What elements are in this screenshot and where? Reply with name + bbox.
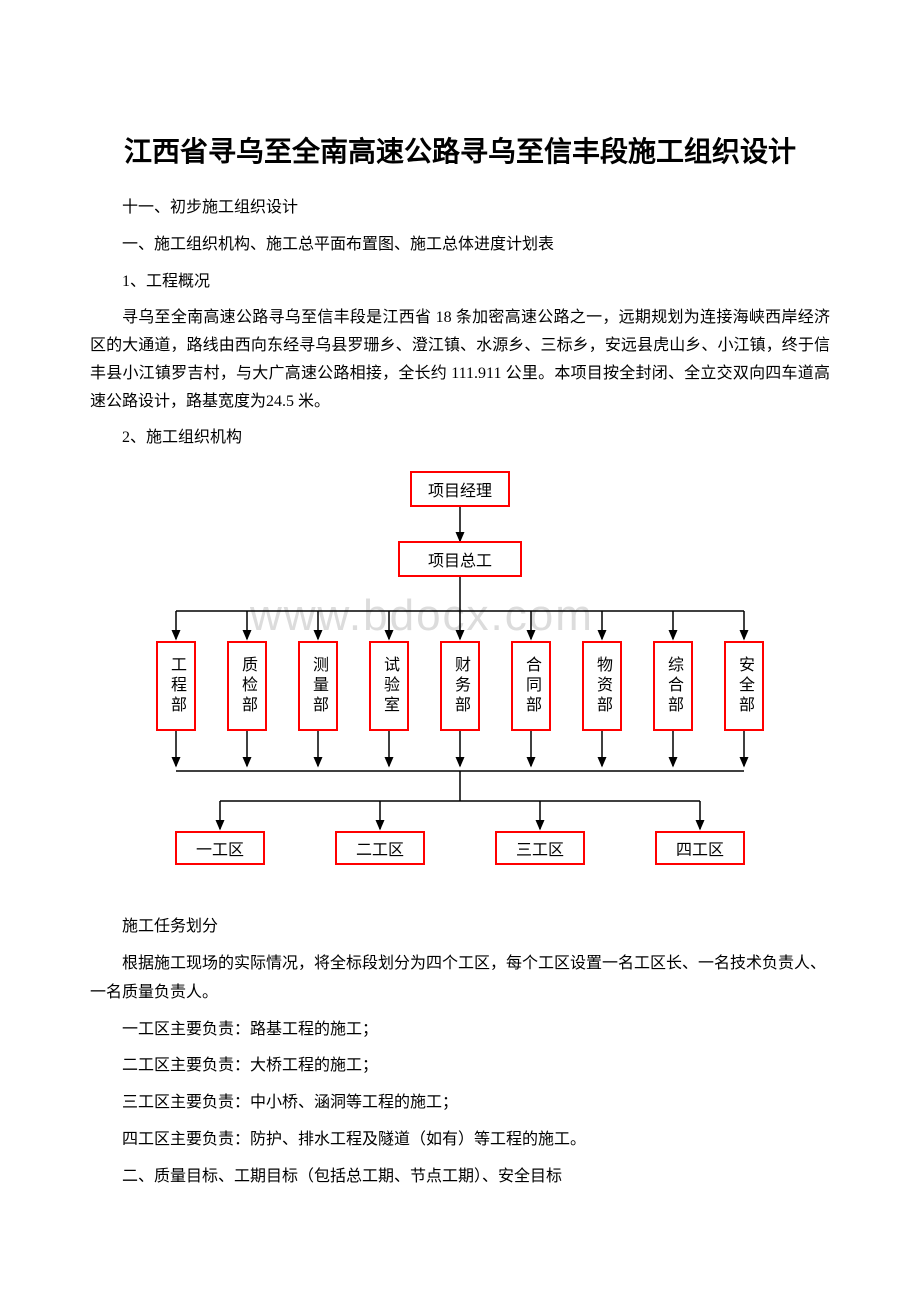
node-dept-7: 综合部 [653,641,693,731]
heading-11: 十一、初步施工组织设计 [90,194,830,223]
node-zone-3: 四工区 [655,831,745,865]
section-2: 2、施工组织机构 [90,424,830,453]
heading-2: 二、质量目标、工期目标（包括总工期、节点工期）、安全目标 [90,1163,830,1192]
zone-3-duty: 三工区主要负责：中小桥、涵洞等工程的施工； [90,1089,830,1118]
node-zone-0: 一工区 [175,831,265,865]
node-dept-3: 试验室 [369,641,409,731]
node-dept-5: 合同部 [511,641,551,731]
node-dept-4: 财务部 [440,641,480,731]
overview-paragraph: 寻乌至全南高速公路寻乌至信丰段是江西省 18 条加密高速公路之一，远期规划为连接… [90,304,830,416]
zone-1-duty: 一工区主要负责：路基工程的施工； [90,1016,830,1045]
org-chart: www.bdocx.com [150,471,770,891]
node-pm: 项目经理 [410,471,510,507]
node-dept-2: 测量部 [298,641,338,731]
node-dept-8: 安全部 [724,641,764,731]
doc-title: 江西省寻乌至全南高速公路寻乌至信丰段施工组织设计 [90,130,830,170]
section-1: 1、工程概况 [90,268,830,297]
task-division-body: 根据施工现场的实际情况，将全标段划分为四个工区，每个工区设置一名工区长、一名技术… [90,950,830,1008]
node-dept-6: 物资部 [582,641,622,731]
task-division-title: 施工任务划分 [90,913,830,942]
zone-2-duty: 二工区主要负责：大桥工程的施工； [90,1052,830,1081]
node-zone-2: 三工区 [495,831,585,865]
node-chief: 项目总工 [398,541,522,577]
heading-1: 一、施工组织机构、施工总平面布置图、施工总体进度计划表 [90,231,830,260]
node-zone-1: 二工区 [335,831,425,865]
node-dept-1: 质检部 [227,641,267,731]
zone-4-duty: 四工区主要负责：防护、排水工程及隧道（如有）等工程的施工。 [90,1126,830,1155]
node-dept-0: 工程部 [156,641,196,731]
